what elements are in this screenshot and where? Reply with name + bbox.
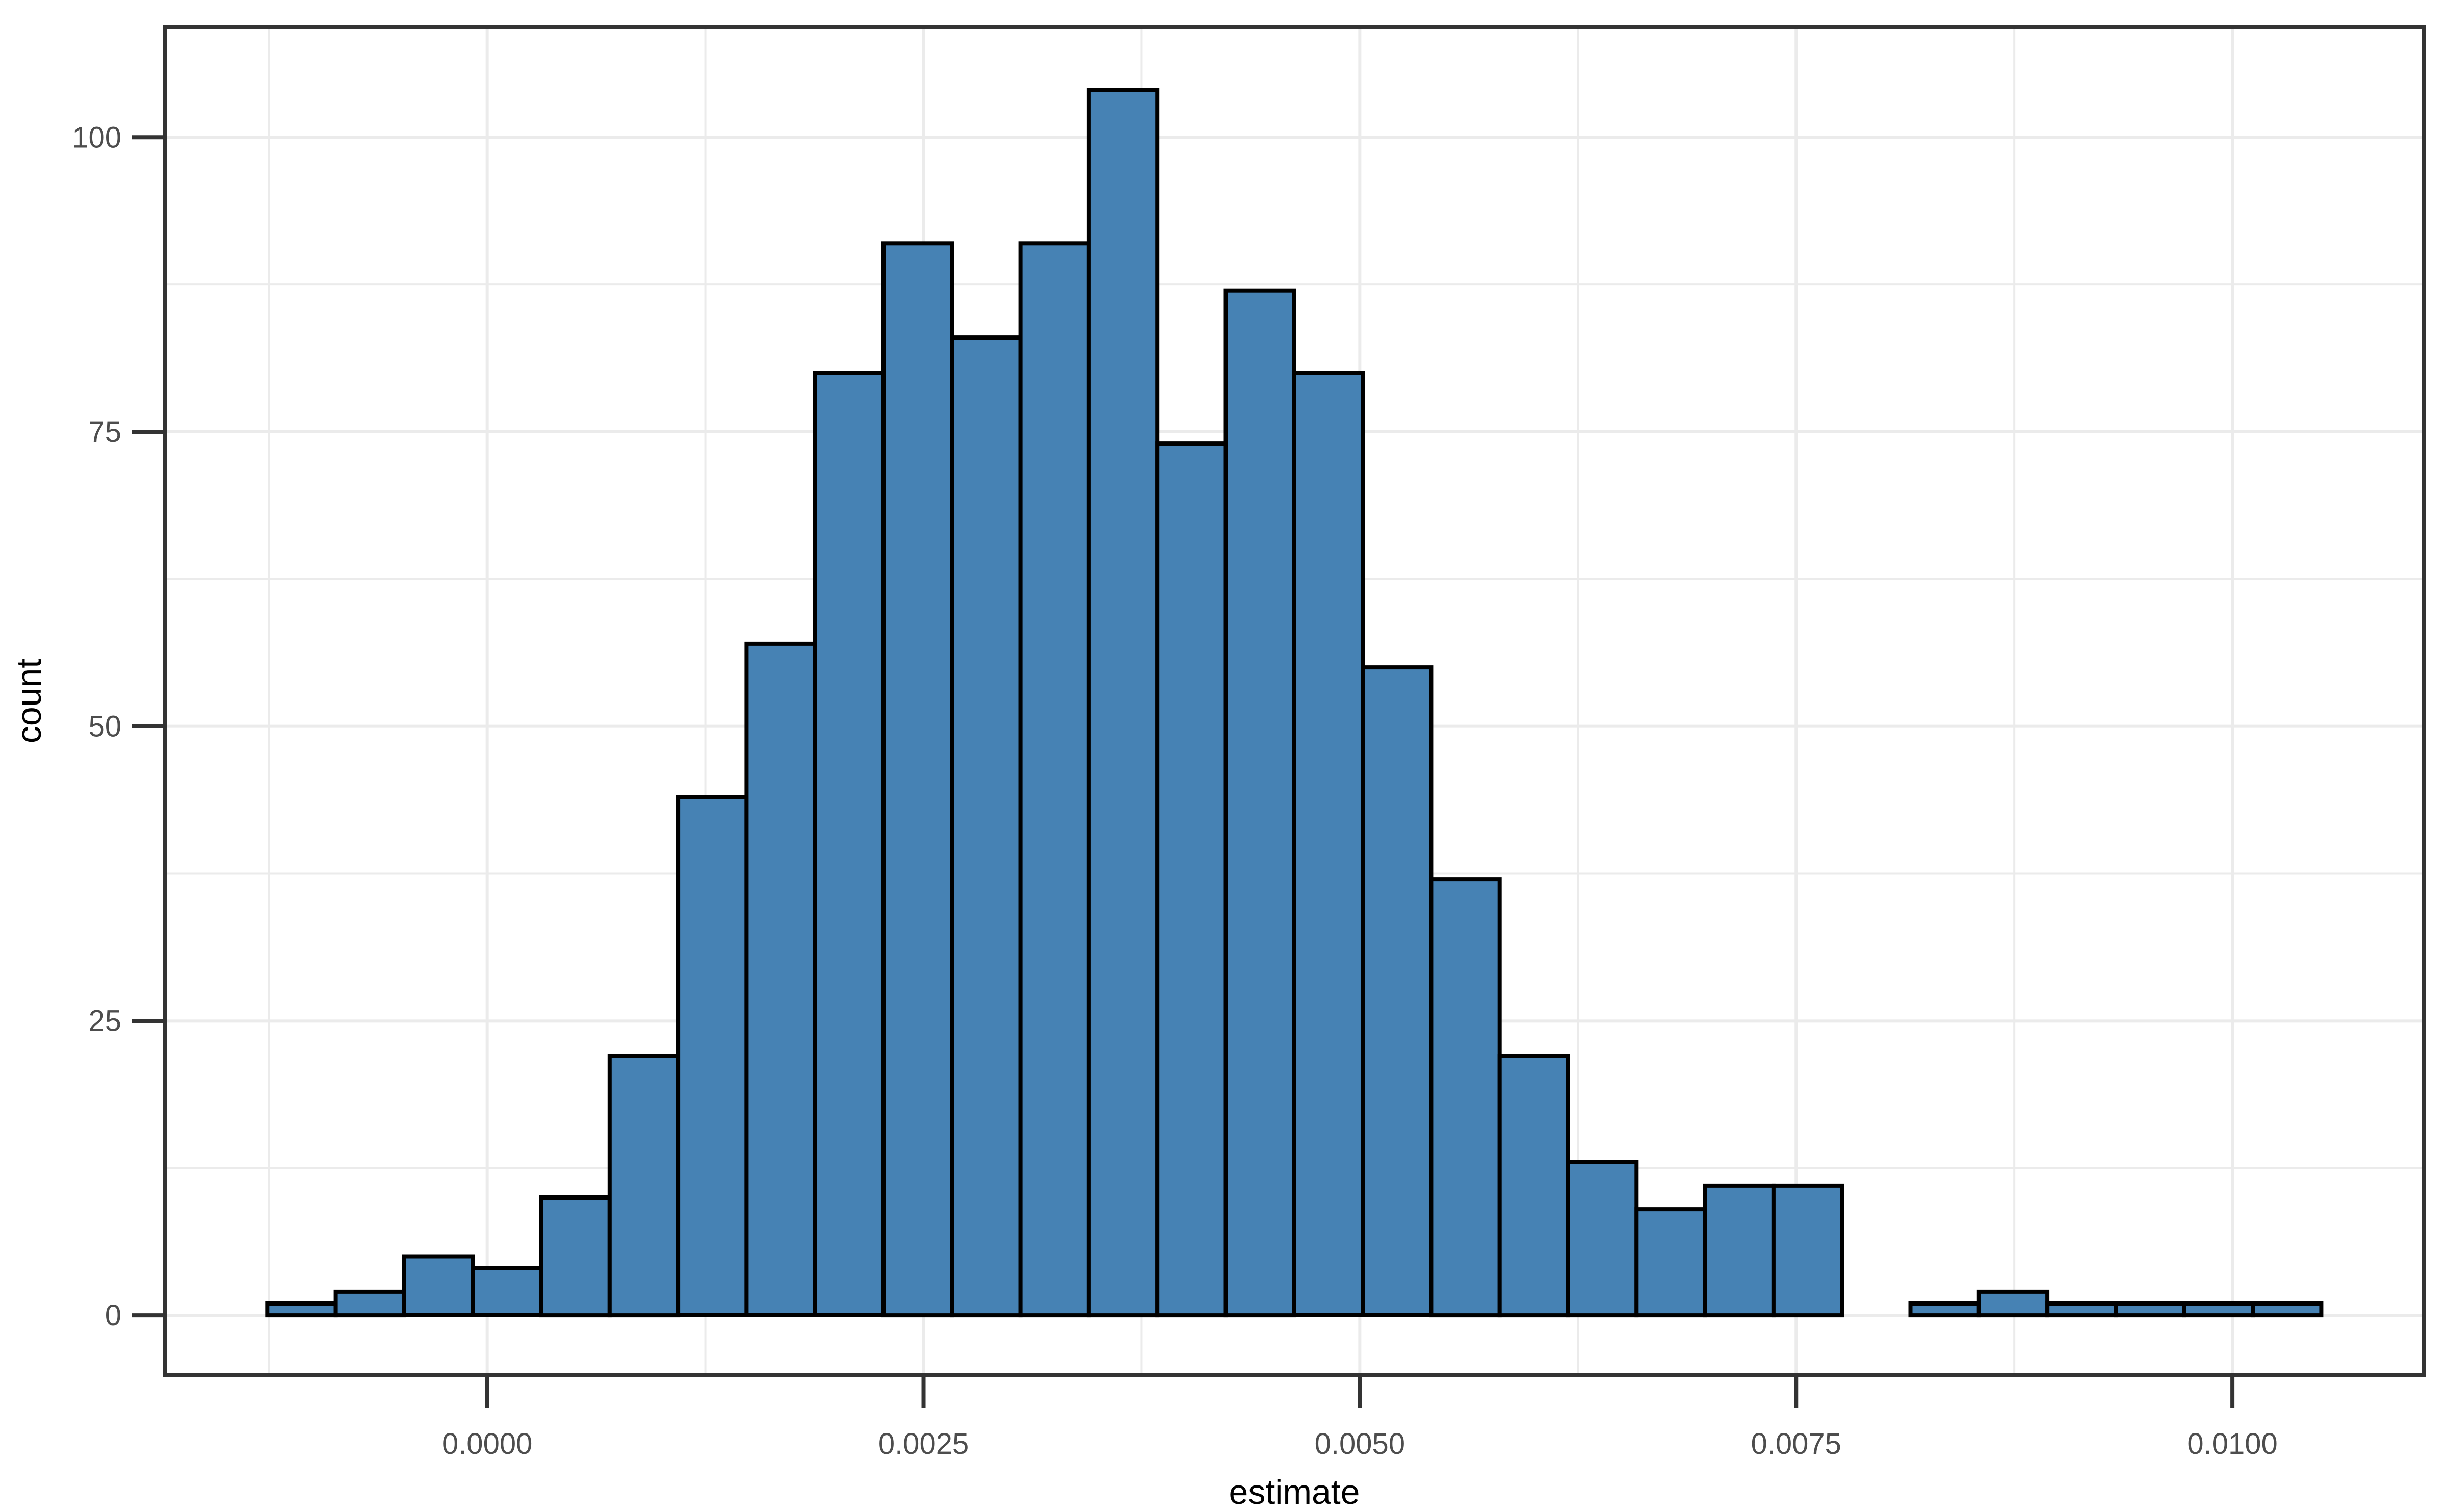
histogram-bar — [539, 1195, 612, 1318]
histogram-bar — [744, 641, 817, 1317]
histogram-bar — [676, 795, 749, 1318]
histogram-bar — [1155, 441, 1228, 1318]
y-tick-label: 50 — [88, 710, 121, 743]
histogram-bar — [1292, 371, 1365, 1317]
histogram-bar — [2251, 1301, 2324, 1318]
histogram-bar — [1771, 1183, 1844, 1318]
histogram-bar — [1018, 241, 1091, 1318]
y-tick-label: 75 — [88, 415, 121, 449]
histogram-bar — [607, 1054, 681, 1318]
x-tick-label: 0.0000 — [442, 1427, 532, 1461]
histogram-bar — [1908, 1301, 1981, 1318]
histogram-bar — [265, 1301, 338, 1318]
histogram-bar — [950, 335, 1023, 1318]
y-tick-label: 0 — [105, 1299, 121, 1332]
histogram-bar — [333, 1289, 406, 1318]
histogram-bars — [265, 88, 2324, 1318]
x-tick-label: 0.0075 — [1751, 1427, 1841, 1461]
histogram-bar — [1497, 1054, 1570, 1318]
histogram-bar — [1429, 877, 1502, 1318]
histogram-bar — [1361, 665, 1434, 1317]
histogram-bar — [1703, 1183, 1776, 1318]
histogram-bar — [813, 371, 886, 1317]
histogram-bar — [1634, 1207, 1707, 1318]
histogram-bar — [1976, 1289, 2050, 1318]
histogram-bar — [2114, 1301, 2186, 1318]
histogram-bar — [881, 241, 954, 1318]
x-axis-title: estimate — [1229, 1473, 1360, 1511]
histogram-bar — [1224, 288, 1296, 1318]
histogram-bar — [1086, 88, 1160, 1318]
histogram-bar — [2182, 1301, 2255, 1318]
x-tick-label: 0.0025 — [878, 1427, 969, 1461]
y-tick-label: 25 — [88, 1004, 121, 1037]
histogram-bar — [1566, 1160, 1639, 1318]
y-tick-label: 100 — [72, 121, 121, 154]
histogram-bar — [471, 1266, 543, 1318]
y-axis-ticks: 0 25 50 75 100 — [72, 121, 165, 1332]
y-axis-title: count — [10, 659, 48, 743]
histogram-bar — [402, 1254, 475, 1317]
x-tick-label: 0.0050 — [1315, 1427, 1405, 1461]
panel-border — [163, 25, 2426, 1377]
x-axis-ticks: 0.0000 0.0025 0.0050 0.0075 0.0100 — [442, 1375, 2278, 1461]
x-tick-label: 0.0100 — [2187, 1427, 2277, 1461]
histogram-bar — [2045, 1301, 2118, 1318]
